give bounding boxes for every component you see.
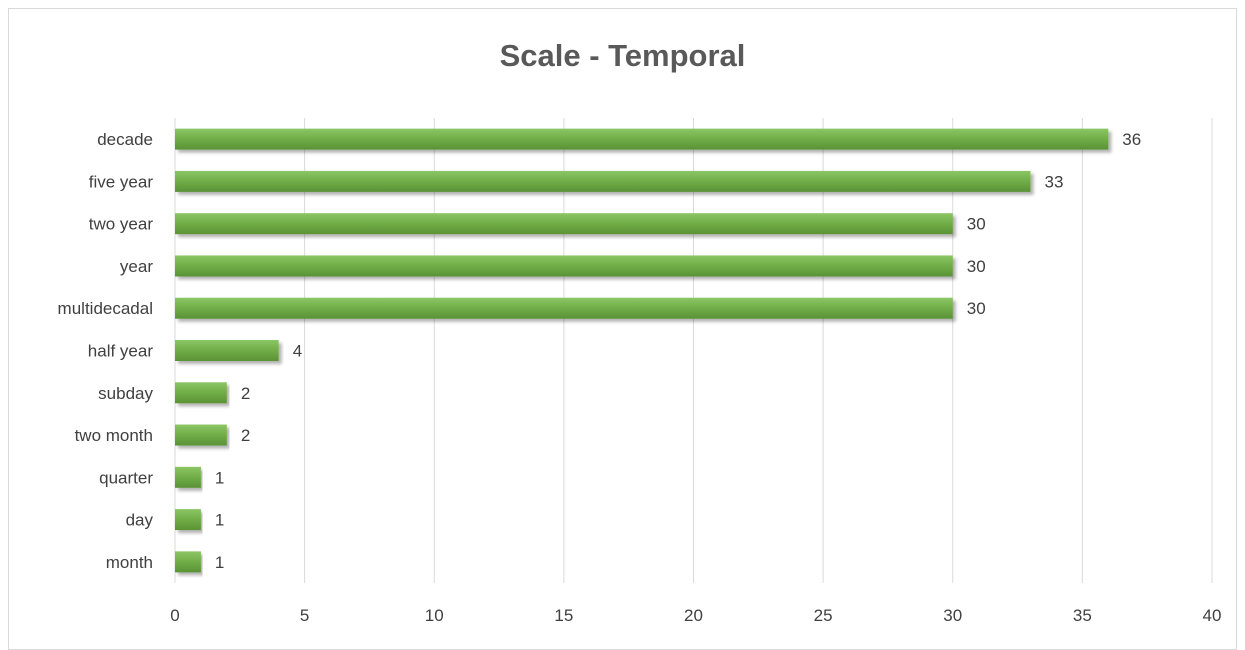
data-label: 2 — [241, 426, 250, 445]
category-label: quarter — [99, 468, 153, 487]
bar — [175, 509, 201, 531]
category-label: year — [120, 257, 153, 276]
bar — [175, 213, 953, 235]
bar-chart: 0 5 10 15 20 25 30 35 40 decade 36 five year 33 two y… — [58, 118, 1222, 625]
category-label: day — [126, 511, 154, 530]
x-tick-label: 40 — [1203, 606, 1222, 625]
category-label: month — [106, 553, 153, 572]
data-label: 30 — [967, 215, 986, 234]
x-tick-label: 15 — [554, 606, 573, 625]
data-label: 1 — [215, 468, 224, 487]
category-label: multidecadal — [58, 299, 153, 318]
category-label: two month — [75, 426, 153, 445]
chart-frame — [8, 8, 1237, 650]
bar — [175, 466, 201, 488]
x-tick-label: 35 — [1073, 606, 1092, 625]
bar — [175, 551, 201, 573]
data-label: 30 — [967, 299, 986, 318]
category-label: half year — [88, 342, 154, 361]
data-label: 1 — [215, 511, 224, 530]
data-label: 30 — [967, 257, 986, 276]
category-label: two year — [89, 215, 154, 234]
bar — [175, 255, 953, 277]
bar — [175, 297, 953, 319]
x-tick-label: 5 — [300, 606, 309, 625]
x-tick-label: 30 — [943, 606, 962, 625]
category-label: five year — [89, 172, 154, 191]
data-label: 36 — [1122, 130, 1141, 149]
data-label: 2 — [241, 384, 250, 403]
data-label: 4 — [293, 342, 302, 361]
x-tick-label: 10 — [425, 606, 444, 625]
data-label: 1 — [215, 553, 224, 572]
x-tick-label: 20 — [684, 606, 703, 625]
x-tick-label: 0 — [170, 606, 179, 625]
chart-title: Scale - Temporal — [499, 38, 746, 73]
bar — [175, 340, 279, 361]
x-tick-label: 25 — [814, 606, 833, 625]
bar — [175, 170, 1031, 192]
bar — [175, 424, 227, 446]
bar — [175, 128, 1109, 150]
data-label: 33 — [1045, 172, 1064, 191]
category-label: decade — [97, 130, 153, 149]
category-label: subday — [98, 384, 153, 403]
bar — [175, 382, 227, 404]
